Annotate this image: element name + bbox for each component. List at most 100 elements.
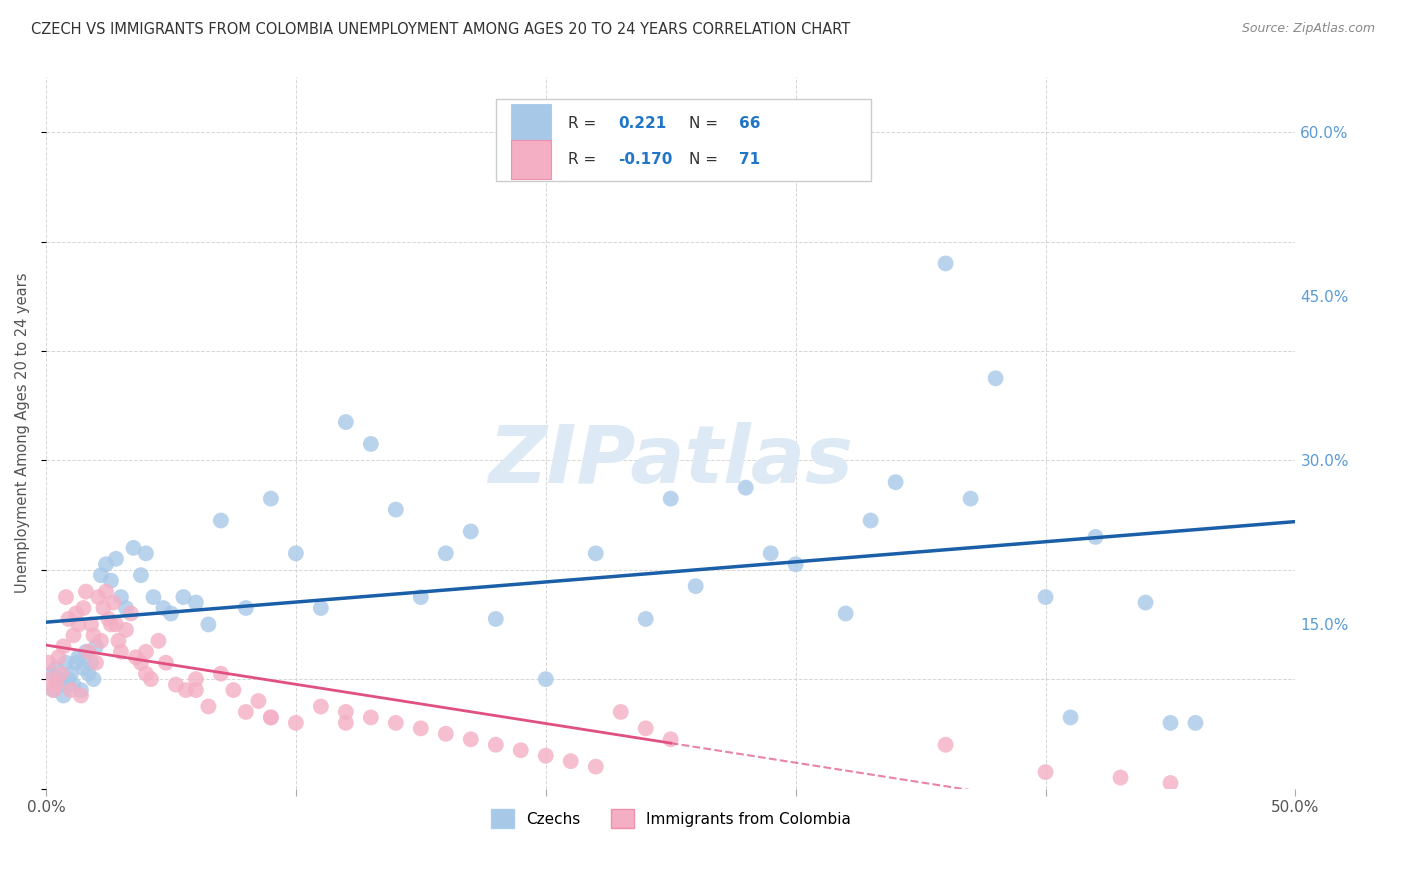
Point [65,607,87,621]
Point [460,524,482,539]
Point [75,584,97,599]
Point [120,607,142,621]
Point [55,590,77,604]
Point [70,683,93,698]
Point [184,683,207,698]
Point [45,677,67,691]
Text: -0.170: -0.170 [619,152,672,167]
Point [135,546,157,560]
Point [110,645,132,659]
Point [172,590,194,604]
Point [284,546,307,560]
Point [104,617,127,632]
Point [1035,765,1057,780]
Point [409,590,432,604]
Point [585,546,607,560]
Point [434,546,457,560]
Point [309,601,332,615]
Point [197,699,219,714]
Point [360,437,382,451]
Point [209,514,232,528]
Point [80,617,103,632]
Point [1184,715,1206,730]
Point [104,551,127,566]
Point [335,415,357,429]
Point [94,558,117,572]
Point [884,475,907,490]
Text: 66: 66 [740,116,761,131]
Point [90,568,112,582]
Point [115,601,138,615]
Point [62,628,84,642]
Point [80,656,103,670]
Point [434,727,457,741]
Point [135,666,157,681]
Point [534,672,557,686]
Text: 0.221: 0.221 [619,116,666,131]
Point [65,656,87,670]
Text: CZECH VS IMMIGRANTS FROM COLOMBIA UNEMPLOYMENT AMONG AGES 20 TO 24 YEARS CORRELA: CZECH VS IMMIGRANTS FROM COLOMBIA UNEMPL… [31,22,851,37]
Point [184,596,207,610]
Point [1135,596,1157,610]
Point [148,633,170,648]
Point [77,666,100,681]
Point [77,645,100,659]
Point [129,568,152,582]
Point [70,689,93,703]
Point [235,601,257,615]
Point [260,710,283,724]
Point [39,672,62,686]
Point [58,612,80,626]
Text: N =: N = [689,152,723,167]
FancyBboxPatch shape [496,99,870,180]
Y-axis label: Unemployment Among Ages 20 to 24 years: Unemployment Among Ages 20 to 24 years [15,273,30,593]
Point [1035,590,1057,604]
Point [100,617,122,632]
Point [759,546,782,560]
Point [222,683,245,698]
Point [49,677,72,691]
Point [1160,776,1182,790]
Point [100,574,122,588]
Point [37,656,59,670]
Point [45,661,67,675]
Point [155,656,177,670]
Point [42,683,65,698]
Point [59,666,82,681]
Point [485,738,508,752]
Legend: Czechs, Immigrants from Colombia: Czechs, Immigrants from Colombia [485,804,856,834]
Text: ZIPatlas: ZIPatlas [488,423,853,500]
Text: R =: R = [568,116,602,131]
Point [52,689,75,703]
Point [659,491,682,506]
Point [160,607,183,621]
Point [125,650,148,665]
Point [75,645,97,659]
Point [58,672,80,686]
Point [152,601,174,615]
Point [82,672,104,686]
Point [335,715,357,730]
Point [84,656,107,670]
Point [62,677,84,691]
Point [209,666,232,681]
Text: R =: R = [568,152,602,167]
Point [103,596,125,610]
Text: N =: N = [689,116,723,131]
Point [184,672,207,686]
Point [107,633,129,648]
Point [67,617,90,632]
Point [685,579,707,593]
Point [39,666,62,681]
Point [959,491,981,506]
Point [309,699,332,714]
Point [49,666,72,681]
Point [460,732,482,747]
Point [785,558,807,572]
Point [634,612,657,626]
Point [734,481,756,495]
Point [385,502,408,516]
Point [87,590,110,604]
FancyBboxPatch shape [510,140,551,178]
Point [42,683,65,698]
